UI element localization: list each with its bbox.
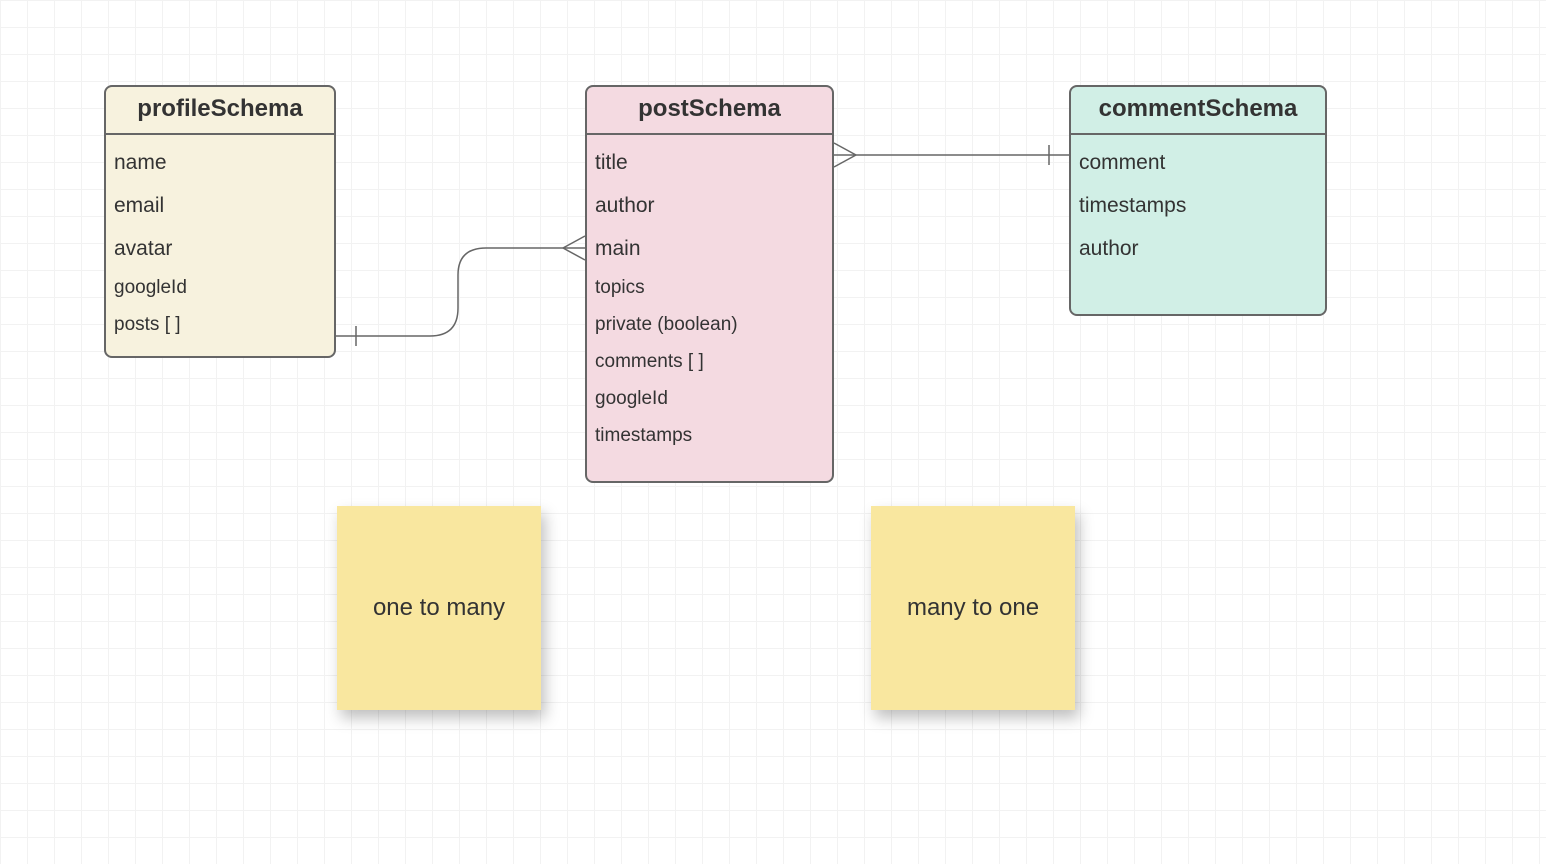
entity-comment[interactable]: commentSchema comment timestamps author — [1069, 85, 1327, 316]
entity-comment-title: commentSchema — [1071, 87, 1325, 135]
entity-field: private (boolean) — [595, 307, 824, 344]
entity-profile[interactable]: profileSchema name email avatar googleId… — [104, 85, 336, 358]
entity-field: avatar — [114, 227, 326, 270]
entity-profile-title: profileSchema — [106, 87, 334, 135]
entity-field: main — [595, 227, 824, 270]
crows-foot-many-icon — [563, 236, 585, 260]
edge-post-to-comment — [834, 143, 1069, 167]
entity-post-fields: title author main topics private (boolea… — [587, 135, 832, 463]
note-one-to-many[interactable]: one to many — [337, 506, 541, 710]
entity-field: comment — [1079, 141, 1317, 184]
entity-profile-fields: name email avatar googleId posts [ ] — [106, 135, 334, 352]
entity-field: timestamps — [595, 418, 824, 455]
entity-field: name — [114, 141, 326, 184]
entity-field: topics — [595, 270, 824, 307]
entity-post-title: postSchema — [587, 87, 832, 135]
entity-field: posts [ ] — [114, 307, 326, 344]
edge-path — [336, 248, 563, 336]
entity-post[interactable]: postSchema title author main topics priv… — [585, 85, 834, 483]
entity-field: googleId — [595, 381, 824, 418]
entity-field: timestamps — [1079, 184, 1317, 227]
entity-field: email — [114, 184, 326, 227]
entity-field: comments [ ] — [595, 344, 824, 381]
crows-foot-many-icon — [834, 143, 856, 167]
edge-profile-to-post — [336, 236, 585, 346]
note-label: one to many — [373, 594, 505, 622]
note-many-to-one[interactable]: many to one — [871, 506, 1075, 710]
note-label: many to one — [907, 594, 1039, 622]
entity-field: author — [595, 184, 824, 227]
entity-field: googleId — [114, 270, 326, 307]
entity-comment-fields: comment timestamps author — [1071, 135, 1325, 278]
entity-field: author — [1079, 227, 1317, 270]
entity-field: title — [595, 141, 824, 184]
